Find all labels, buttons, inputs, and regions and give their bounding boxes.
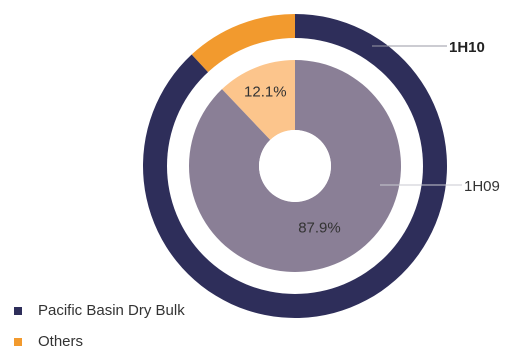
legend-label-pacific-basin-dry-bulk: Pacific Basin Dry Bulk <box>38 302 185 319</box>
ring-callouts: 1H10 1H09 <box>372 39 500 195</box>
inner-label-others: 12.1% <box>244 84 287 101</box>
legend-swatch-others <box>14 337 22 346</box>
legend-item-pacific-basin-dry-bulk: Pacific Basin Dry Bulk <box>14 302 185 319</box>
ring-label-1h09: 1H09 <box>464 178 500 195</box>
legend-item-others: Others <box>14 333 83 350</box>
outer-label-pacific-basin-dry-bulk: 88.1% <box>340 326 383 343</box>
outer-label-others: 11.9% <box>208 0 250 7</box>
inner-slice-others <box>221 60 295 140</box>
inner-slice-pacific-basin-dry-bulk <box>188 60 401 272</box>
legend-label-others: Others <box>38 333 84 350</box>
donut-hole <box>259 130 331 202</box>
slice-labels: 11.9% 88.1% 12.1% 87.9% <box>208 0 382 343</box>
legend-swatch-pacific-basin-dry-bulk <box>14 306 22 315</box>
inner-ring-1h09 <box>188 60 401 272</box>
inner-label-pacific-basin-dry-bulk: 87.9% <box>298 219 341 236</box>
ring-label-1h10: 1H10 <box>449 39 485 56</box>
